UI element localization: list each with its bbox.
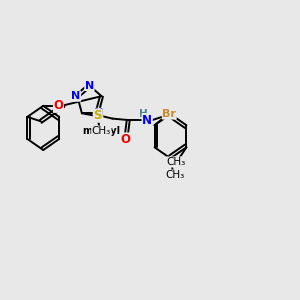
Text: N: N — [94, 108, 103, 118]
Text: O: O — [53, 99, 64, 112]
Text: H: H — [139, 109, 148, 118]
Text: N: N — [85, 81, 94, 91]
Text: CH₃: CH₃ — [166, 170, 185, 180]
Text: Br: Br — [162, 109, 176, 119]
Text: S: S — [93, 109, 102, 122]
Text: methyl: methyl — [82, 126, 120, 136]
Text: N: N — [71, 91, 81, 101]
Text: CH₃: CH₃ — [92, 126, 111, 136]
Text: O: O — [120, 133, 130, 146]
Text: CH₃: CH₃ — [167, 157, 186, 167]
Text: N: N — [142, 114, 152, 127]
